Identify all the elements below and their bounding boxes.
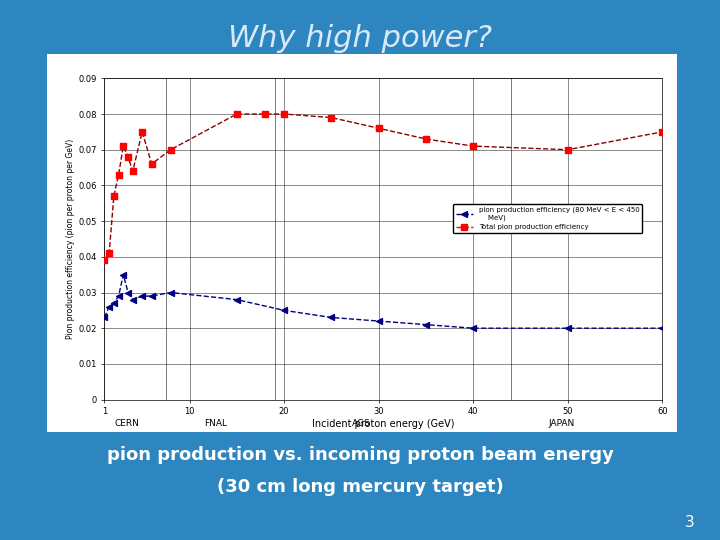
Text: 3: 3	[685, 515, 695, 530]
Point	[325, 113, 337, 122]
Y-axis label: Pion production efficiency (pion per proton per GeV): Pion production efficiency (pion per pro…	[66, 139, 76, 339]
Point	[562, 324, 574, 333]
Point	[420, 320, 432, 329]
Point	[279, 110, 290, 118]
Point	[113, 292, 125, 300]
Point	[373, 124, 384, 133]
Point	[231, 110, 243, 118]
Point	[127, 295, 138, 304]
Point	[657, 324, 668, 333]
Text: (30 cm long mercury target): (30 cm long mercury target)	[217, 478, 503, 496]
Point	[99, 256, 110, 265]
Point	[279, 306, 290, 315]
Text: AGS: AGS	[351, 418, 371, 428]
Point	[113, 171, 125, 179]
Point	[231, 295, 243, 304]
Point	[562, 145, 574, 154]
Point	[467, 142, 479, 151]
Point	[104, 249, 115, 258]
Point	[108, 299, 120, 308]
Legend: pion production efficiency (80 MeV < E < 450
    MeV), Total pion production eff: pion production efficiency (80 MeV < E <…	[453, 204, 642, 233]
Point	[99, 313, 110, 322]
Point	[165, 145, 176, 154]
Text: CERN: CERN	[114, 418, 139, 428]
Point	[467, 324, 479, 333]
Point	[108, 192, 120, 200]
Point	[127, 167, 138, 176]
Point	[165, 288, 176, 297]
Point	[137, 292, 148, 300]
Point	[259, 110, 271, 118]
Text: Why high power?: Why high power?	[228, 24, 492, 53]
Text: pion production vs. incoming proton beam energy: pion production vs. incoming proton beam…	[107, 446, 613, 463]
Point	[325, 313, 337, 322]
Point	[104, 302, 115, 311]
Point	[117, 271, 129, 279]
Text: JAPAN: JAPAN	[549, 418, 575, 428]
Point	[373, 317, 384, 326]
Point	[122, 288, 134, 297]
Point	[117, 142, 129, 151]
X-axis label: Incident proton energy (GeV): Incident proton energy (GeV)	[312, 419, 454, 429]
Point	[137, 127, 148, 136]
Point	[122, 152, 134, 161]
Point	[146, 160, 158, 168]
Point	[657, 127, 668, 136]
Point	[146, 292, 158, 300]
Point	[420, 134, 432, 143]
Text: FNAL: FNAL	[204, 418, 228, 428]
